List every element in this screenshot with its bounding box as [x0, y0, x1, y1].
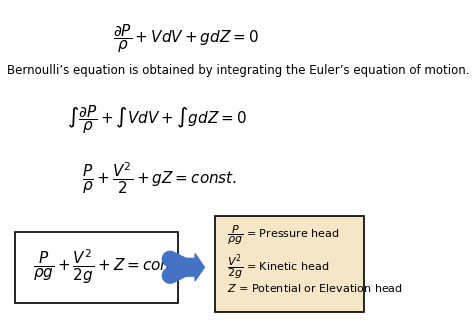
- Text: $\dfrac{V^2}{2g}$ = Kinetic head: $\dfrac{V^2}{2g}$ = Kinetic head: [227, 253, 329, 283]
- FancyArrow shape: [186, 254, 204, 281]
- Text: $Z$ = Potential or Elevation head: $Z$ = Potential or Elevation head: [227, 282, 402, 294]
- FancyBboxPatch shape: [15, 232, 178, 303]
- Text: $\dfrac{\partial P}{\rho} + VdV + gdZ = 0$: $\dfrac{\partial P}{\rho} + VdV + gdZ = …: [113, 23, 259, 55]
- Text: $\dfrac{P}{\rho} + \dfrac{V^2}{2} + gZ = const.$: $\dfrac{P}{\rho} + \dfrac{V^2}{2} + gZ =…: [82, 161, 237, 196]
- Text: Bernoulli’s equation is obtained by integrating the Euler’s equation of motion.: Bernoulli’s equation is obtained by inte…: [8, 64, 470, 77]
- Text: $\dfrac{P}{\rho g} + \dfrac{V^2}{2g} + Z = const.$: $\dfrac{P}{\rho g} + \dfrac{V^2}{2g} + Z…: [34, 248, 189, 287]
- Text: $\dfrac{P}{\rho g}$ = Pressure head: $\dfrac{P}{\rho g}$ = Pressure head: [227, 224, 339, 247]
- FancyBboxPatch shape: [216, 216, 364, 312]
- Text: $\int \dfrac{\partial P}{\rho} + \int VdV + \int gdZ = 0$: $\int \dfrac{\partial P}{\rho} + \int Vd…: [67, 103, 246, 136]
